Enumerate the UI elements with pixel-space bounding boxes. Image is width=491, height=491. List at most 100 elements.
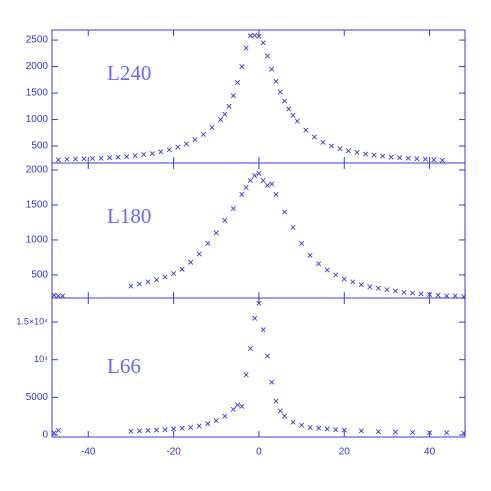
point xyxy=(154,427,160,433)
point xyxy=(269,181,275,187)
panel-label: L240 xyxy=(107,61,151,85)
point xyxy=(188,424,194,430)
point xyxy=(175,144,181,150)
point xyxy=(230,406,236,412)
point xyxy=(452,293,458,299)
point xyxy=(60,293,66,299)
point xyxy=(136,281,142,287)
point xyxy=(414,156,420,162)
point xyxy=(388,154,394,160)
point xyxy=(375,429,381,435)
point xyxy=(401,289,407,295)
point xyxy=(341,427,347,433)
point xyxy=(375,285,381,291)
panel-label: L180 xyxy=(107,204,151,228)
point xyxy=(256,33,262,39)
point xyxy=(431,157,437,163)
point xyxy=(333,272,339,278)
point xyxy=(328,143,334,149)
point xyxy=(166,147,172,153)
point xyxy=(277,408,283,414)
point xyxy=(316,425,322,431)
point xyxy=(286,106,292,112)
y-tick-label: 1500 xyxy=(26,200,49,211)
point xyxy=(252,32,258,38)
point xyxy=(162,274,168,280)
point xyxy=(410,429,416,435)
point xyxy=(333,427,339,433)
point xyxy=(235,79,241,85)
point xyxy=(247,33,253,39)
point xyxy=(346,148,352,154)
point xyxy=(128,428,134,434)
point xyxy=(371,152,377,158)
point xyxy=(243,184,249,191)
point xyxy=(282,98,288,104)
point xyxy=(427,291,433,298)
point xyxy=(226,103,232,109)
point xyxy=(392,429,398,435)
x-tick-label: 0 xyxy=(256,447,262,458)
point xyxy=(243,45,249,51)
y-tick-label: 0 xyxy=(42,430,48,441)
point xyxy=(205,240,211,246)
point xyxy=(358,282,364,288)
point xyxy=(196,423,202,429)
x-tick-label: 20 xyxy=(339,447,351,458)
point xyxy=(392,288,398,294)
point xyxy=(341,276,347,282)
point xyxy=(358,428,364,434)
point xyxy=(247,345,253,351)
point xyxy=(55,293,61,299)
point xyxy=(444,430,450,436)
point xyxy=(264,182,270,188)
point xyxy=(162,427,168,433)
plot-frame xyxy=(51,29,466,164)
y-tick-label: 2000 xyxy=(26,61,49,72)
panel-label: L66 xyxy=(107,354,141,378)
point xyxy=(222,111,228,117)
point xyxy=(290,224,296,230)
point xyxy=(81,156,87,162)
point xyxy=(149,150,155,156)
point xyxy=(427,430,433,436)
point xyxy=(205,421,211,427)
point xyxy=(444,293,450,299)
point xyxy=(337,146,343,152)
point xyxy=(183,141,189,147)
point xyxy=(171,270,177,277)
point xyxy=(72,156,78,162)
point xyxy=(282,209,288,215)
point xyxy=(218,117,224,123)
point xyxy=(124,154,130,160)
point xyxy=(273,191,279,197)
point xyxy=(154,277,160,283)
point xyxy=(145,279,151,285)
point xyxy=(230,93,236,99)
point xyxy=(277,89,283,95)
point xyxy=(363,151,369,157)
point xyxy=(141,152,147,158)
point xyxy=(145,427,151,433)
point xyxy=(90,155,96,162)
point xyxy=(222,413,228,419)
point xyxy=(213,230,219,236)
point xyxy=(260,40,266,46)
y-tick-label: 1000 xyxy=(26,114,49,125)
point xyxy=(98,155,104,161)
point xyxy=(132,153,138,159)
y-tick-label: 500 xyxy=(31,141,48,152)
point xyxy=(260,327,266,333)
point xyxy=(252,173,258,179)
point xyxy=(243,372,249,378)
point xyxy=(256,170,262,177)
point xyxy=(405,155,411,161)
x-tick-label: -20 xyxy=(166,447,181,458)
point xyxy=(196,251,202,257)
point xyxy=(55,157,61,163)
point xyxy=(235,402,241,408)
point xyxy=(384,287,390,293)
point xyxy=(294,118,300,124)
point xyxy=(264,53,270,59)
y-tick-label: 10⁴ xyxy=(34,354,48,364)
